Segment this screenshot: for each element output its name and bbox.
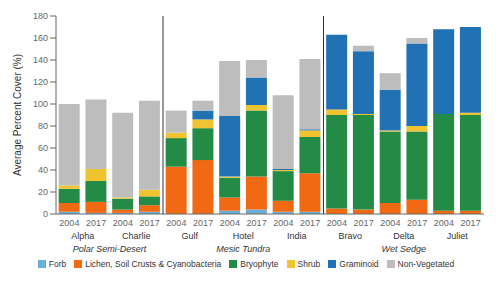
svg-text:180: 180 [33,11,48,21]
svg-text:60: 60 [38,143,48,153]
svg-text:80: 80 [38,121,48,131]
svg-text:2004: 2004 [113,218,133,228]
html-text:Forb: Forb [48,259,67,269]
svg-text:Alpha: Alpha [71,231,94,241]
svg-text:Bravo: Bravo [338,231,362,241]
svg-text:140: 140 [33,55,48,65]
svg-text:2017: 2017 [407,218,427,228]
svg-text:2017: 2017 [193,218,213,228]
svg-text:Gulf: Gulf [181,231,198,241]
svg-text:Juliet: Juliet [447,231,469,241]
svg-text:2004: 2004 [273,218,293,228]
svg-text:Charlie: Charlie [122,231,151,241]
svg-text:2004: 2004 [220,218,240,228]
svg-text:2004: 2004 [327,218,347,228]
svg-text:2004: 2004 [59,218,79,228]
svg-text:Average Percent Cover (%): Average Percent Cover (%) [12,54,23,176]
svg-text:Hotel: Hotel [233,231,254,241]
svg-text:India: India [287,231,307,241]
svg-text:2004: 2004 [380,218,400,228]
html-text:Graminoid: Graminoid [339,259,379,269]
svg-text:100: 100 [33,99,48,109]
svg-text:2017: 2017 [354,218,374,228]
svg-text:2017: 2017 [300,218,320,228]
svg-text:40: 40 [38,165,48,175]
svg-text:2017: 2017 [86,218,106,228]
svg-text:2004: 2004 [434,218,454,228]
html-text:Shrub: Shrub [297,259,321,269]
svg-text:Polar Semi-Desert: Polar Semi-Desert [73,244,147,254]
svg-text:2017: 2017 [247,218,267,228]
svg-text:2017: 2017 [140,218,160,228]
svg-text:Mesic Tundra: Mesic Tundra [216,244,270,254]
svg-text:0: 0 [43,209,48,219]
html-text:Lichen, Soil Crusts & Cyanobac: Lichen, Soil Crusts & Cyanobacteria [85,259,222,269]
svg-text:120: 120 [33,77,48,87]
svg-text:160: 160 [33,33,48,43]
svg-text:2004: 2004 [166,218,186,228]
html-text:Bryophyte: Bryophyte [240,259,279,269]
svg-text:2017: 2017 [461,218,481,228]
svg-text:Delta: Delta [393,231,414,241]
html-text:Non-Vegetated: Non-Vegetated [397,259,455,269]
svg-text:20: 20 [38,187,48,197]
svg-text:Wet Sedge: Wet Sedge [382,244,426,254]
